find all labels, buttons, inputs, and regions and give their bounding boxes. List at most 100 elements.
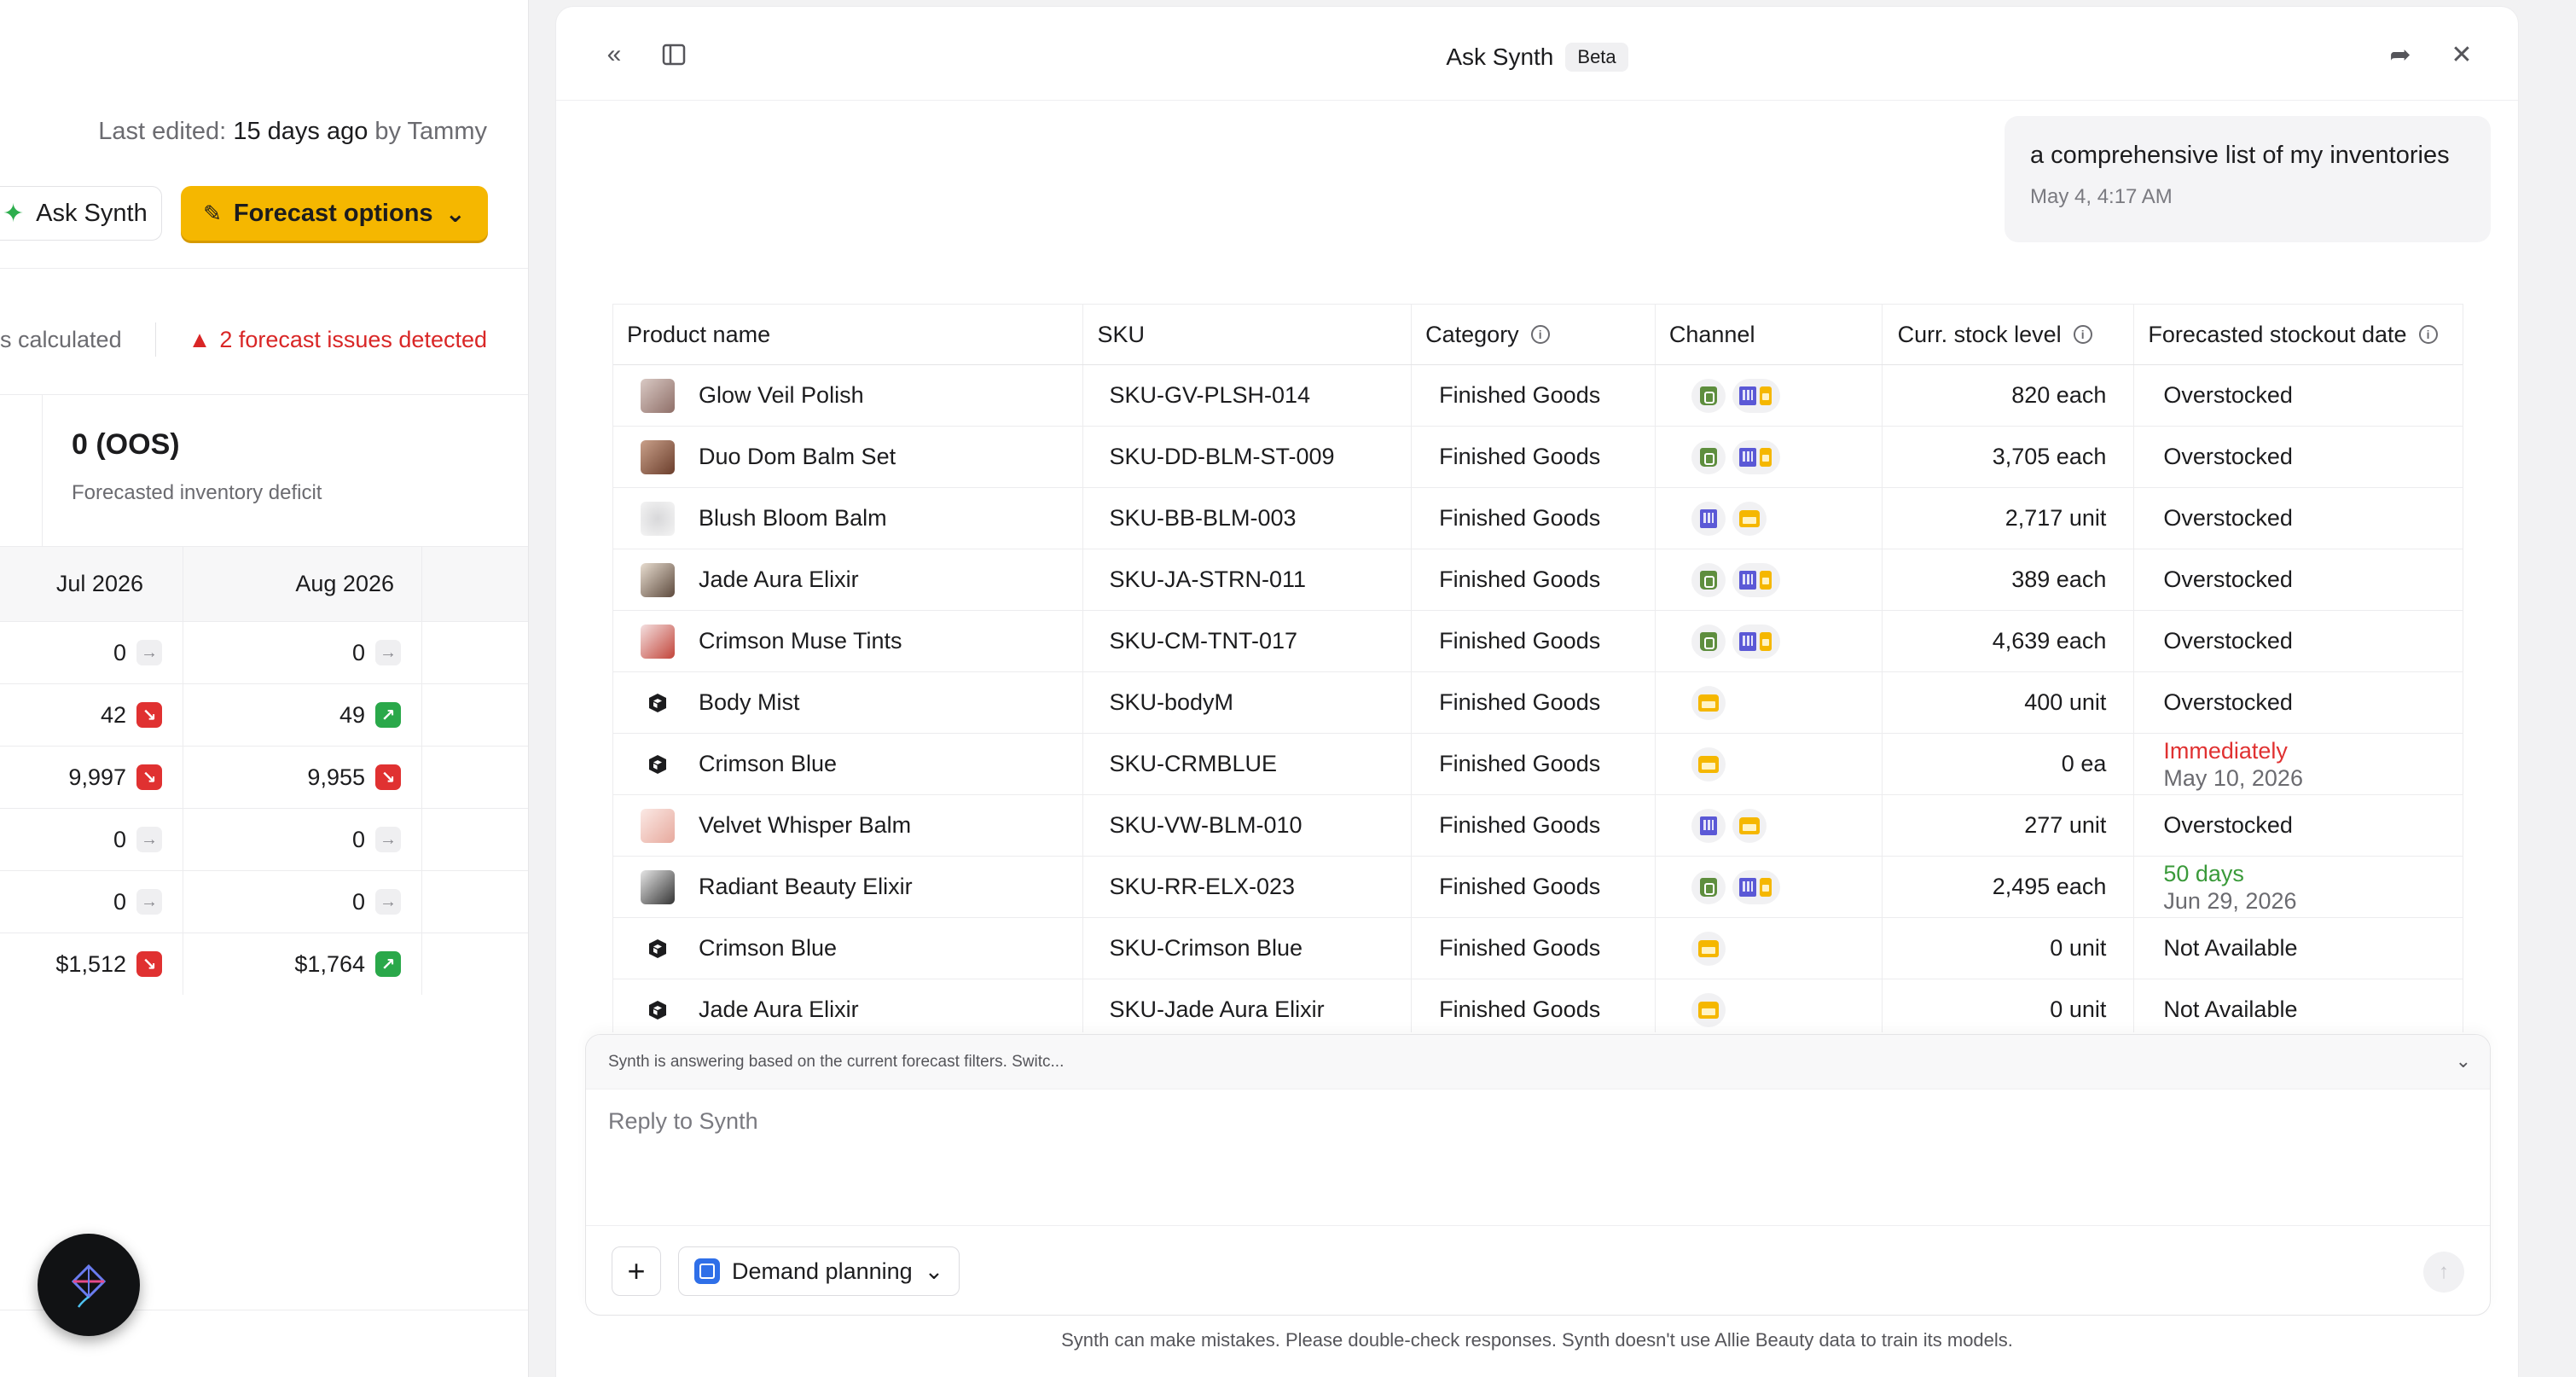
building-icon — [1699, 816, 1717, 835]
store-icon — [1697, 1001, 1719, 1019]
channel-cell — [1656, 857, 1883, 917]
trend-flat-icon: → — [136, 640, 162, 665]
stockout-date-value: May 10, 2026 — [2163, 764, 2303, 791]
forecast-issues-link[interactable]: ▲ 2 forecast issues detected — [189, 327, 487, 353]
reply-input[interactable]: Reply to Synth — [586, 1089, 2490, 1226]
channel-shopify-icon — [1691, 624, 1726, 659]
product-cell: Crimson Muse Tints — [613, 611, 1084, 671]
sku-text: SKU-CRMBLUE — [1109, 751, 1277, 776]
category-cell: Finished Goods — [1412, 979, 1656, 1032]
header-stock-level[interactable]: Curr. stock level i — [1883, 305, 2135, 364]
box-icon — [641, 993, 675, 1027]
panel-title: Ask Synth Beta — [556, 43, 2518, 72]
table-row[interactable]: Glow Veil Polish SKU-GV-PLSH-014 Finished … — [613, 365, 2463, 427]
forecast-issues-label: 2 forecast issues detected — [219, 327, 487, 352]
ask-synth-label: Ask Synth — [36, 199, 148, 227]
header-label: Curr. stock level — [1897, 321, 2062, 347]
user-message-text: a comprehensive list of my inventories — [2030, 142, 2450, 169]
category-cell: Finished Goods — [1412, 857, 1656, 917]
sparkle-icon: ✦ — [3, 199, 25, 228]
separator — [155, 322, 156, 357]
product-cell: Glow Veil Polish — [613, 365, 1084, 426]
filter-notice[interactable]: Synth is answering based on the current … — [586, 1035, 2490, 1089]
forecast-cell-next — [422, 809, 528, 870]
sku-cell: SKU-Jade Aura Elixir — [1083, 979, 1413, 1032]
sku-text: SKU-VW-BLM-010 — [1109, 812, 1303, 838]
sidebar-toggle-button[interactable] — [657, 38, 691, 72]
stockout-status: Overstocked — [2163, 505, 2293, 531]
table-row[interactable]: Velvet Whisper Balm SKU-VW-BLM-010 Finishe… — [613, 795, 2463, 857]
info-icon[interactable]: i — [2073, 325, 2092, 344]
stock-level: 0 unit — [2050, 935, 2107, 961]
table-row[interactable]: Radiant Beauty Elixir SKU-RR-ELX-023 Finis… — [613, 857, 2463, 918]
header-label: Forecasted stockout date — [2148, 321, 2407, 347]
forecast-cell-jul: 0 → — [0, 622, 183, 683]
sku-text: SKU-BB-BLM-003 — [1109, 505, 1297, 531]
forecast-value: 9,955 — [307, 764, 365, 790]
trend-up-icon: ↗ — [375, 702, 401, 728]
forecast-options-button[interactable]: ✎ Forecast options ⌄ — [181, 186, 488, 241]
forecast-cell-aug: 0 → — [183, 622, 422, 683]
ask-synth-button[interactable]: ✦ Ask Synth — [0, 186, 162, 241]
table-row[interactable]: Duo Dom Balm Set SKU-DD-BLM-ST-009 Finishe… — [613, 427, 2463, 488]
product-cell: Crimson Blue — [613, 734, 1084, 794]
send-button[interactable]: ↑ — [2423, 1252, 2464, 1293]
mode-label: Demand planning — [732, 1258, 913, 1284]
product-cell: Velvet Whisper Balm — [613, 795, 1084, 856]
add-attachment-button[interactable]: + — [612, 1246, 661, 1296]
category-text: Finished Goods — [1439, 628, 1601, 654]
info-icon[interactable]: i — [1530, 325, 1550, 344]
header-category[interactable]: Category i — [1412, 305, 1656, 364]
calculated-status: s calculated — [0, 327, 122, 352]
sku-cell: SKU-DD-BLM-ST-009 — [1083, 427, 1413, 487]
forecast-options-label: Forecast options — [233, 199, 433, 227]
stock-level: 4,639 each — [1992, 628, 2107, 654]
forecast-cell-jul: 9,997 ↘ — [0, 747, 183, 808]
table-row[interactable]: Crimson Blue SKU-Crimson Blue Finished Goo… — [613, 918, 2463, 979]
table-row[interactable]: Body Mist SKU-bodyM Finished Goods 400 unit… — [613, 672, 2463, 734]
product-cell: Jade Aura Elixir — [613, 979, 1084, 1032]
building-icon — [1738, 631, 1756, 651]
table-row[interactable]: Jade Aura Elixir SKU-Jade Aura Elixir Fini… — [613, 979, 2463, 1032]
close-button[interactable]: ✕ — [2445, 38, 2479, 72]
trend-down-icon: ↘ — [136, 951, 162, 977]
oos-value: 0 (OOS) — [72, 428, 180, 461]
header-stockout-date[interactable]: Forecasted stockout date i — [2134, 305, 2463, 364]
mode-select[interactable]: Demand planning ⌄ — [678, 1246, 960, 1296]
sku-cell: SKU-RR-ELX-023 — [1083, 857, 1413, 917]
product-name: Glow Veil Polish — [699, 382, 864, 408]
user-message-time: May 4, 4:17 AM — [2030, 185, 2173, 208]
collapse-left-icon[interactable]: « — [606, 40, 622, 68]
info-icon[interactable]: i — [2418, 325, 2438, 344]
stock-cell: 400 unit — [1883, 672, 2135, 733]
sku-text: SKU-CM-TNT-017 — [1109, 628, 1297, 654]
forecast-table-row: 9,997 ↘ 9,955 ↘ — [0, 746, 528, 808]
stockout-date: Immediately May 10, 2026 — [2163, 737, 2303, 792]
chevron-down-icon[interactable]: ⌄ — [2455, 1050, 2471, 1072]
table-row[interactable]: Blush Bloom Balm SKU-BB-BLM-003 Finished G… — [613, 488, 2463, 549]
stockout-cell: Overstocked — [2134, 795, 2463, 856]
share-button[interactable]: ➦ — [2383, 38, 2417, 72]
trend-down-icon: ↘ — [136, 702, 162, 728]
channel-cell — [1656, 611, 1883, 671]
assistant-launcher-button[interactable] — [38, 1234, 140, 1336]
product-thumbnail — [641, 808, 675, 843]
channel-store-icon — [1691, 747, 1726, 781]
close-icon: ✕ — [2451, 40, 2473, 69]
channel-building-icon — [1691, 808, 1726, 843]
sku-text: SKU-GV-PLSH-014 — [1109, 382, 1311, 408]
table-row[interactable]: Crimson Blue SKU-CRMBLUE Finished Goods 0 e… — [613, 734, 2463, 795]
stockout-status: Overstocked — [2163, 566, 2293, 592]
table-row[interactable]: Crimson Muse Tints SKU-CM-TNT-017 Finished… — [613, 611, 2463, 672]
sku-text: SKU-Jade Aura Elixir — [1109, 996, 1325, 1022]
sku-text: SKU-Crimson Blue — [1109, 935, 1303, 961]
product-cell: Radiant Beauty Elixir — [613, 857, 1084, 917]
header-product-name[interactable]: Product name — [613, 305, 1084, 364]
product-name: Crimson Blue — [699, 751, 838, 776]
trend-flat-icon: → — [375, 889, 401, 915]
oos-label: Forecasted inventory deficit — [72, 481, 322, 504]
table-row[interactable]: Jade Aura Elixir SKU-JA-STRN-011 Finished … — [613, 549, 2463, 611]
header-channel[interactable]: Channel — [1656, 305, 1883, 364]
product-thumbnail — [641, 869, 675, 904]
header-sku[interactable]: SKU — [1083, 305, 1413, 364]
